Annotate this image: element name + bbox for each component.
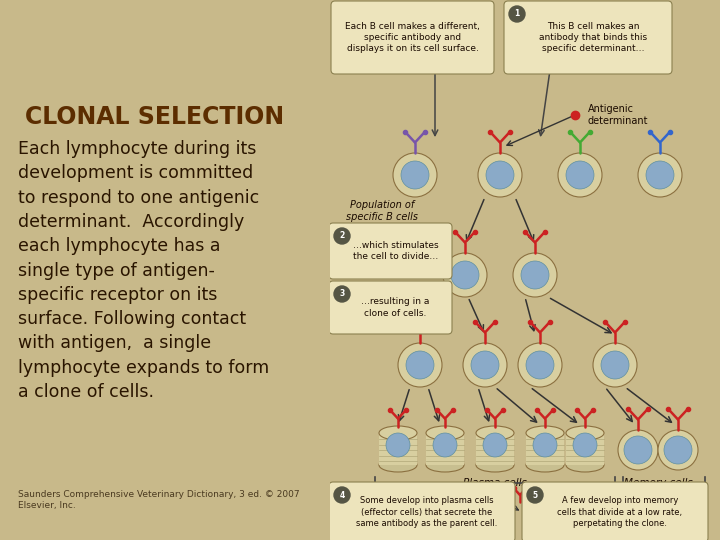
- Text: CLONAL SELECTION: CLONAL SELECTION: [25, 105, 284, 129]
- Circle shape: [527, 487, 543, 503]
- Circle shape: [334, 286, 350, 302]
- Bar: [476, 433, 514, 465]
- Circle shape: [433, 433, 457, 457]
- Circle shape: [334, 228, 350, 244]
- Circle shape: [483, 433, 507, 457]
- Text: Each B cell makes a different,
specific antibody and
displays it on its cell sur: Each B cell makes a different, specific …: [345, 22, 480, 53]
- Text: Each lymphocyte during its
development is committed
to respond to one antigenic
: Each lymphocyte during its development i…: [18, 140, 269, 401]
- Ellipse shape: [566, 458, 604, 472]
- Circle shape: [601, 351, 629, 379]
- Ellipse shape: [426, 458, 464, 472]
- Circle shape: [406, 351, 434, 379]
- Circle shape: [386, 433, 410, 457]
- Text: 5: 5: [532, 490, 538, 500]
- Circle shape: [486, 161, 514, 189]
- Circle shape: [513, 253, 557, 297]
- Text: Population of
specific B cells: Population of specific B cells: [346, 200, 418, 222]
- Text: 1: 1: [514, 10, 520, 18]
- FancyBboxPatch shape: [329, 223, 452, 279]
- Text: Antibodies: Antibodies: [525, 518, 577, 528]
- Text: 3: 3: [339, 289, 345, 299]
- Circle shape: [558, 153, 602, 197]
- FancyBboxPatch shape: [329, 482, 515, 540]
- Circle shape: [526, 351, 554, 379]
- FancyBboxPatch shape: [329, 281, 452, 334]
- Bar: [526, 433, 564, 465]
- Circle shape: [521, 261, 549, 289]
- Circle shape: [451, 261, 479, 289]
- Circle shape: [393, 153, 437, 197]
- Circle shape: [573, 433, 597, 457]
- FancyBboxPatch shape: [331, 1, 494, 74]
- Bar: [379, 433, 417, 465]
- Ellipse shape: [476, 458, 514, 472]
- Text: Memory cells: Memory cells: [624, 478, 693, 488]
- FancyBboxPatch shape: [504, 1, 672, 74]
- Circle shape: [533, 433, 557, 457]
- Text: A few develop into memory
cells that divide at a low rate,
perpetating the clone: A few develop into memory cells that div…: [557, 496, 683, 528]
- Ellipse shape: [526, 426, 564, 440]
- Text: Saunders Comprehensive Veterinary Dictionary, 3 ed. © 2007
Elsevier, Inc.: Saunders Comprehensive Veterinary Dictio…: [18, 490, 300, 510]
- Ellipse shape: [526, 458, 564, 472]
- Circle shape: [398, 343, 442, 387]
- Ellipse shape: [379, 458, 417, 472]
- Circle shape: [509, 6, 525, 22]
- Text: This B cell makes an
antibody that binds this
specific determinant…: This B cell makes an antibody that binds…: [539, 22, 647, 53]
- Ellipse shape: [476, 426, 514, 440]
- Circle shape: [638, 153, 682, 197]
- Circle shape: [624, 436, 652, 464]
- Ellipse shape: [379, 426, 417, 440]
- Text: Plasma cells: Plasma cells: [463, 478, 527, 488]
- Circle shape: [443, 253, 487, 297]
- Ellipse shape: [426, 426, 464, 440]
- Circle shape: [658, 430, 698, 470]
- Circle shape: [334, 487, 350, 503]
- Circle shape: [478, 153, 522, 197]
- FancyBboxPatch shape: [522, 482, 708, 540]
- Circle shape: [401, 161, 429, 189]
- Circle shape: [593, 343, 637, 387]
- Text: …which stimulates
the cell to divide…: …which stimulates the cell to divide…: [353, 241, 438, 261]
- Text: 2: 2: [339, 232, 345, 240]
- Text: Antigenic
determinant: Antigenic determinant: [588, 104, 649, 126]
- Bar: [566, 433, 604, 465]
- Circle shape: [463, 343, 507, 387]
- Circle shape: [566, 161, 594, 189]
- Text: Some develop into plasma cells
(effector cells) that secrete the
same antibody a: Some develop into plasma cells (effector…: [356, 496, 498, 528]
- Circle shape: [471, 351, 499, 379]
- Text: …resulting in a
clone of cells.: …resulting in a clone of cells.: [361, 298, 430, 318]
- Circle shape: [618, 430, 658, 470]
- Circle shape: [518, 343, 562, 387]
- Circle shape: [646, 161, 674, 189]
- Bar: [426, 433, 464, 465]
- Text: 4: 4: [339, 490, 345, 500]
- Ellipse shape: [566, 426, 604, 440]
- Circle shape: [664, 436, 692, 464]
